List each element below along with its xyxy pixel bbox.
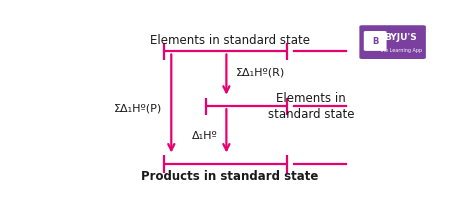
Text: B: B — [372, 37, 378, 46]
Text: ΣΔ₁Hº(P): ΣΔ₁Hº(P) — [114, 103, 162, 113]
FancyBboxPatch shape — [364, 32, 387, 52]
Text: Products in standard state: Products in standard state — [141, 169, 319, 182]
Text: BYJU'S: BYJU'S — [384, 33, 417, 42]
Text: Elements in standard state: Elements in standard state — [150, 34, 310, 47]
Text: Elements in: Elements in — [276, 92, 346, 105]
Text: Δ₁Hº: Δ₁Hº — [191, 130, 217, 140]
Text: The Learning App: The Learning App — [379, 47, 422, 52]
FancyBboxPatch shape — [359, 26, 426, 60]
Text: standard state: standard state — [268, 107, 354, 120]
Text: ΣΔ₁Hº(R): ΣΔ₁Hº(R) — [236, 67, 285, 77]
